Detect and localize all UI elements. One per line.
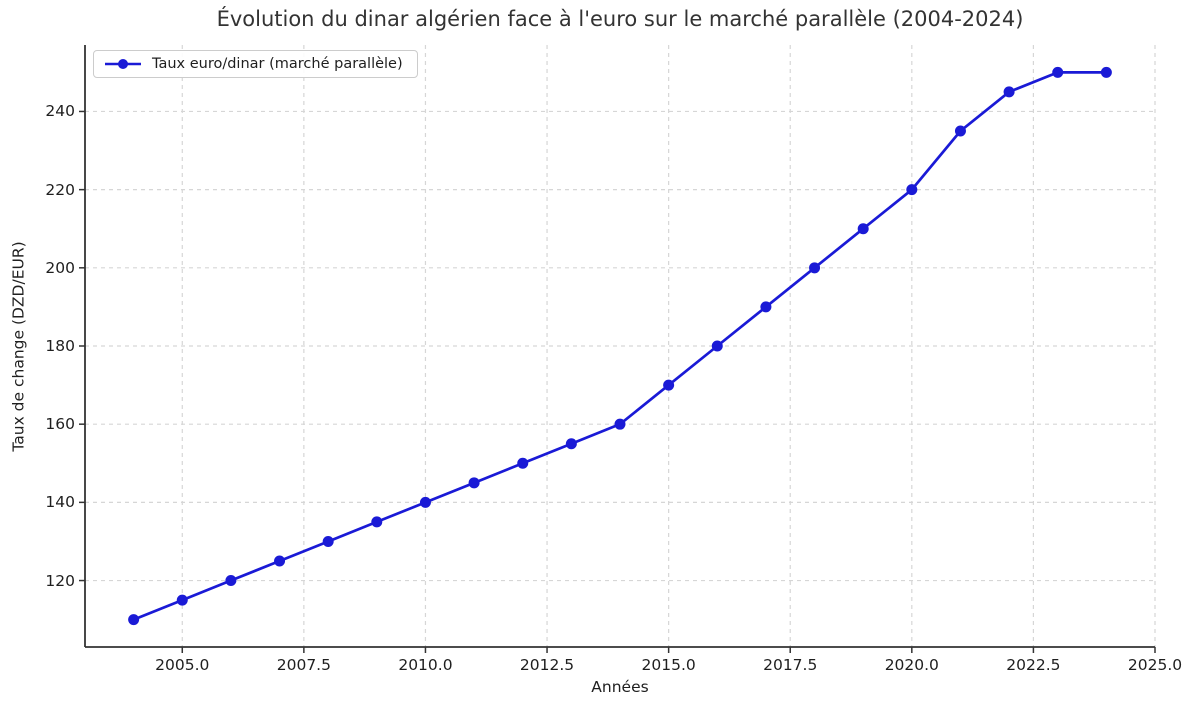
y-tick-label: 120 (45, 571, 75, 590)
data-point-marker (857, 223, 869, 235)
data-point-marker (419, 496, 431, 508)
legend: Taux euro/dinar (marché parallèle) (93, 50, 418, 78)
x-tick-label: 2020.0 (884, 656, 939, 674)
y-tick-label: 180 (45, 337, 75, 355)
legend-label: Taux euro/dinar (marché parallèle) (152, 56, 403, 72)
data-point-marker (614, 418, 626, 430)
data-point-marker (1100, 66, 1112, 78)
chart-title: Évolution du dinar algérien face à l'eur… (216, 7, 1024, 31)
x-tick-label: 2022.5 (1006, 656, 1061, 674)
x-tick-label: 2010.0 (398, 656, 453, 674)
x-tick-label: 2005.0 (155, 656, 210, 674)
data-point-marker (1003, 86, 1015, 98)
data-point-marker (565, 438, 577, 450)
legend-line-marker-icon (105, 59, 141, 69)
data-point-marker (517, 457, 529, 469)
data-point-marker (225, 575, 237, 587)
y-tick-label: 140 (45, 493, 75, 512)
y-tick-label: 160 (45, 415, 75, 434)
x-tick-label: 2015.0 (641, 656, 696, 674)
x-tick-label: 2025.0 (1127, 656, 1183, 674)
x-tick-label: 2017.5 (763, 656, 818, 674)
data-point-marker (1052, 66, 1064, 78)
data-point-marker (906, 184, 918, 196)
data-point-marker (176, 594, 188, 606)
data-point-marker (468, 477, 480, 489)
data-point-marker (760, 301, 772, 313)
data-point-marker (954, 125, 966, 137)
data-point-marker (711, 340, 723, 352)
y-tick-label: 200 (45, 258, 75, 277)
x-tick-label: 2012.5 (519, 656, 575, 674)
y-tick-label: 220 (45, 180, 75, 199)
x-tick-label: 2007.5 (276, 656, 331, 674)
data-point-marker (274, 555, 286, 567)
data-point-marker (128, 614, 140, 626)
data-point-marker (809, 262, 821, 274)
data-point-marker (371, 516, 383, 528)
data-point-marker (322, 535, 334, 547)
y-tick-label: 240 (45, 102, 75, 121)
data-point-marker (663, 379, 675, 391)
x-axis-label: Années (591, 678, 649, 696)
